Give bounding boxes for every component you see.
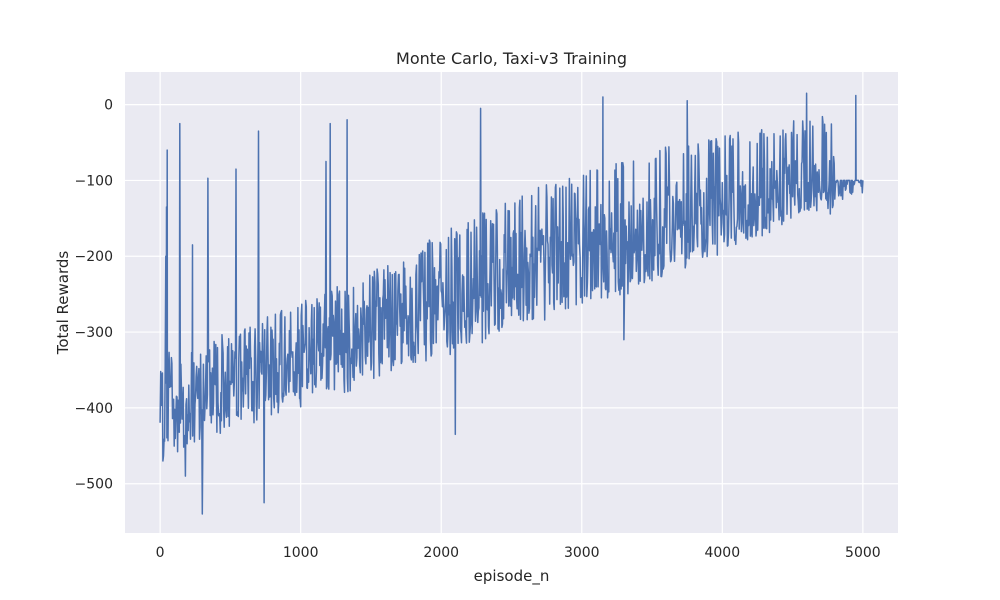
x-axis-label: episode_n xyxy=(474,567,550,586)
y-axis-label: Total Rewards xyxy=(54,251,72,356)
x-tick-label: 3000 xyxy=(564,545,600,561)
x-tick-label: 4000 xyxy=(704,545,740,561)
x-tick-label: 1000 xyxy=(283,545,319,561)
y-tick-label: −100 xyxy=(75,173,113,189)
x-tick-label: 2000 xyxy=(423,545,459,561)
y-tick-label: −500 xyxy=(75,477,113,493)
chart-title: Monte Carlo, Taxi-v3 Training xyxy=(396,49,627,68)
x-tick-labels: 0 1000 2000 3000 4000 5000 xyxy=(156,545,881,561)
y-tick-label: −200 xyxy=(75,249,113,265)
series-line xyxy=(159,92,864,515)
y-tick-label: 0 xyxy=(104,98,113,114)
series-group xyxy=(159,92,864,515)
y-tick-labels: 0 −100 −200 −300 −400 −500 xyxy=(75,98,113,493)
grid-lines xyxy=(125,72,898,533)
y-tick-label: −400 xyxy=(75,401,113,417)
y-tick-label: −300 xyxy=(75,325,113,341)
x-tick-label: 0 xyxy=(156,545,165,561)
x-tick-label: 5000 xyxy=(845,545,881,561)
